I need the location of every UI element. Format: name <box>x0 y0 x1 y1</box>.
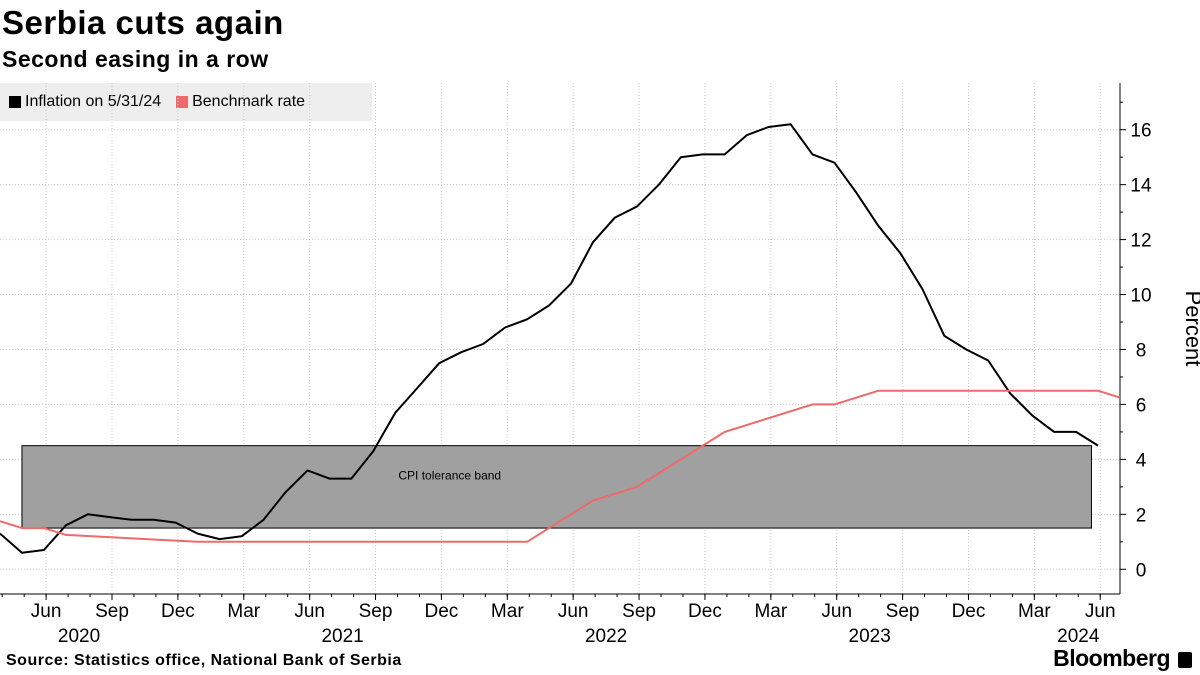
chart-title: Serbia cuts again <box>2 4 284 41</box>
y-tick-label-2: 2 <box>1136 505 1147 526</box>
y-tick-label-10: 10 <box>1130 286 1151 307</box>
y-tick-label-8: 8 <box>1136 340 1147 361</box>
x-year-label: 2021 <box>321 626 363 647</box>
y-tick-label-14: 14 <box>1130 176 1152 197</box>
cpi-tolerance-band <box>21 445 1092 529</box>
x-year-label: 2022 <box>585 626 627 647</box>
legend-label-benchmark: Benchmark rate <box>192 93 306 110</box>
y-tick-label-16: 16 <box>1130 121 1151 142</box>
x-year-label: 2023 <box>849 626 891 647</box>
x-tick-label: Sep <box>622 601 656 622</box>
legend-item-inflation: Inflation on 5/31/24 <box>9 93 161 111</box>
legend-item-benchmark: Benchmark rate <box>176 93 305 111</box>
x-tick-label: Mar <box>491 601 524 622</box>
x-tick-label: Mar <box>754 601 787 622</box>
x-tick-label: Jun <box>31 601 62 622</box>
source-note: Source: Statistics office, National Bank… <box>6 652 402 669</box>
band-label: CPI tolerance band <box>398 469 501 483</box>
x-year-label: 2024 <box>1057 626 1100 647</box>
x-tick-label: Mar <box>227 601 260 622</box>
x-tick-label: Jun <box>1085 601 1116 622</box>
x-tick-label: Jun <box>558 601 589 622</box>
x-tick-label: Sep <box>95 601 129 622</box>
x-tick-label: Jun <box>294 601 325 622</box>
x-tick-label: Mar <box>1018 601 1051 622</box>
inflation-line <box>0 123 1099 554</box>
x-year-label: 2020 <box>58 626 100 647</box>
legend: Inflation on 5/31/24 Benchmark rate <box>0 83 372 121</box>
legend-swatch-inflation <box>9 96 21 108</box>
x-tick-label: Sep <box>886 601 920 622</box>
y-tick-label-6: 6 <box>1136 395 1147 416</box>
y-tick-label-0: 0 <box>1136 560 1147 581</box>
x-tick-label: Dec <box>425 601 459 622</box>
benchmark-rate-line <box>0 389 1121 543</box>
x-tick-label: Jun <box>821 601 852 622</box>
bloomberg-chart-icon <box>1178 652 1192 668</box>
y-axis-title: Percent <box>1181 291 1200 367</box>
bloomberg-logo: Bloomberg <box>1053 645 1170 671</box>
x-tick-label: Sep <box>359 601 393 622</box>
x-tick-label: Dec <box>688 601 722 622</box>
legend-swatch-benchmark <box>176 96 189 108</box>
y-tick-label-12: 12 <box>1130 231 1151 252</box>
legend-label-inflation: Inflation on 5/31/24 <box>25 93 162 110</box>
y-tick-label-4: 4 <box>1136 450 1147 471</box>
x-tick-label: Dec <box>952 601 986 622</box>
chart-subtitle: Second easing in a row <box>2 46 269 72</box>
x-tick-label: Dec <box>161 601 195 622</box>
